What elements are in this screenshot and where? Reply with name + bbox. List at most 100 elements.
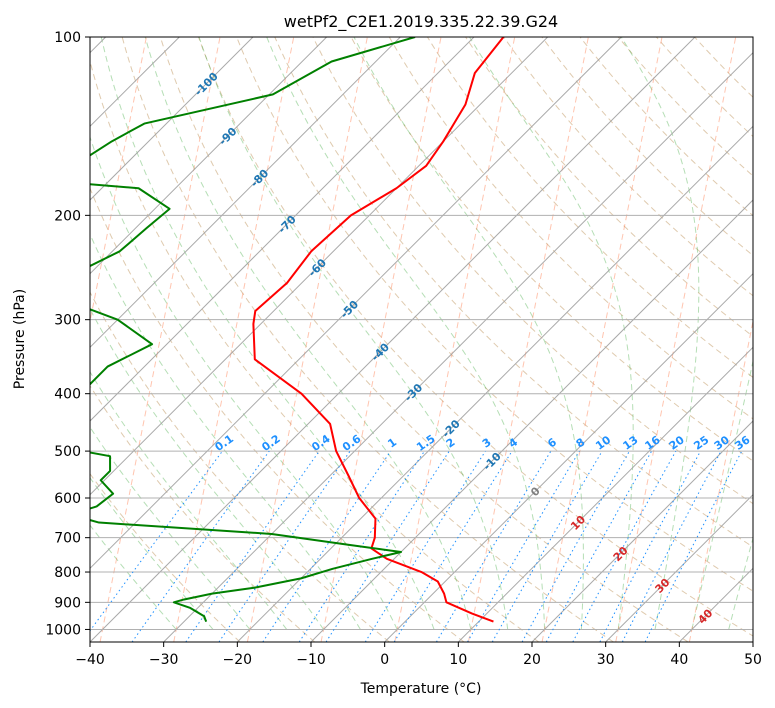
dry-adiabat-line	[159, 37, 689, 642]
y-tick-label: 700	[54, 531, 81, 547]
isotherm-line	[90, 37, 401, 349]
dashed-guide-line	[615, 37, 737, 642]
plot-area: 0.1 0.2 0.4 0.6 1 1.5 2 3 4 6 8 10 13 16 20 25 30 36-100-…	[0, 37, 775, 642]
mixing-ratio-label: 16	[643, 433, 663, 453]
y-tick-label: 300	[54, 313, 81, 329]
plot-frame	[89, 36, 754, 643]
dashed-guide-line	[688, 318, 753, 642]
moist-adiabat-line	[198, 37, 509, 630]
isotherm-line	[678, 567, 753, 642]
x-tick-label: 10	[449, 652, 467, 668]
x-tick-label: 50	[744, 652, 762, 668]
isotherm-line	[90, 37, 254, 201]
temperature-profile-line	[252, 37, 505, 623]
isotherm-line	[90, 37, 622, 570]
y-tick-label: 500	[54, 444, 81, 460]
dashed-guide-line	[0, 37, 73, 642]
isotherm-line	[531, 420, 753, 642]
dry-adiabat-line	[90, 291, 390, 642]
moist-adiabat-line	[691, 358, 753, 630]
axes: −40 −30 −20 −10 0 10 20 30 40 50 100 200 300 400 500 60…	[45, 30, 762, 668]
moist-adiabat-line	[100, 37, 435, 630]
x-tick-label: 0	[380, 652, 389, 668]
isotherm-line	[605, 493, 753, 642]
mixing-ratio-line	[218, 450, 351, 642]
x-tick-label: 30	[597, 652, 615, 668]
isotherm-line	[90, 37, 696, 642]
mixing-ratio-line	[435, 450, 552, 642]
mixing-ratio-line	[364, 450, 486, 642]
mixing-ratio-label: 10	[593, 433, 613, 453]
mixing-ratio-label: 4	[506, 435, 520, 450]
dashed-guide-line	[99, 37, 221, 642]
dry-adiabat-line	[388, 37, 753, 420]
y-axis-label: Pressure (hPa)	[12, 289, 28, 389]
dry-adiabat-line	[121, 37, 614, 642]
dashed-guide-line	[394, 37, 516, 642]
dashed-guide-line	[763, 37, 775, 642]
mixing-ratio-line	[572, 450, 677, 642]
moist-adiabat-line	[90, 370, 288, 630]
y-tick-label: 600	[54, 491, 81, 507]
y-tick-label: 800	[54, 565, 81, 581]
isotherm-label: -90	[216, 125, 239, 148]
mixing-ratio-label: 1	[385, 436, 399, 451]
mixing-ratio-label: 13	[621, 433, 641, 452]
dry-adiabat-line	[426, 37, 753, 378]
dashed-guide-line	[90, 37, 147, 324]
isotherm-line	[457, 346, 753, 642]
x-tick-label: −20	[223, 652, 253, 668]
mixing-ratio-line	[644, 450, 743, 642]
moist-adiabat-line	[90, 308, 324, 630]
moist-adiabat-line	[90, 135, 398, 630]
moist-adiabat-line	[90, 233, 361, 630]
x-axis-label: Temperature (°C)	[360, 681, 482, 697]
y-tick-label: 100	[54, 30, 81, 46]
dry-adiabat-line	[90, 186, 465, 642]
isotherm-line	[236, 125, 753, 642]
dashed-guide-line	[246, 37, 368, 642]
dashed-guide-line	[541, 37, 663, 642]
mixing-ratio-line	[467, 450, 580, 642]
mixing-ratio-label: 6	[545, 435, 559, 450]
mixing-ratio-label: 20	[667, 433, 687, 453]
mixing-ratio-line	[325, 450, 450, 642]
dry-adiabat-line	[541, 37, 753, 257]
moist-adiabat-line	[90, 426, 251, 630]
x-tick-label: −10	[296, 652, 326, 668]
y-tick-label: 200	[54, 208, 81, 224]
dry-adiabat-line	[655, 37, 753, 138]
dry-adiabat-line	[350, 37, 753, 462]
moist-adiabat-line	[144, 37, 472, 630]
isotherm-line	[163, 51, 753, 642]
x-tick-label: −40	[75, 652, 105, 668]
dry-adiabat-line	[312, 37, 753, 505]
x-tick-label: −30	[149, 652, 179, 668]
dry-adiabat-line	[274, 37, 753, 548]
dry-adiabat-line	[90, 59, 540, 642]
moist-adiabat-line	[90, 524, 177, 630]
dashed-guide-line	[320, 37, 442, 642]
moist-adiabat-line	[90, 476, 214, 630]
mixing-ratio-line	[90, 450, 223, 632]
mixing-ratio-line	[185, 450, 320, 642]
mixing-ratio-line	[131, 450, 270, 642]
dashed-guide-line	[467, 37, 589, 642]
x-tick-label: 20	[523, 652, 541, 668]
mixing-ratio-label: 25	[691, 433, 711, 452]
isotherm-line	[310, 199, 753, 642]
dry-adiabat-line	[465, 37, 753, 337]
chart-title: wetPf2_C2E1.2019.335.22.39.G24	[284, 12, 558, 32]
mixing-ratio-line	[599, 450, 701, 642]
isotherm-line	[90, 37, 549, 496]
isotherm-line	[752, 641, 753, 642]
moist-adiabat-line	[266, 37, 546, 630]
isotherm-line	[90, 37, 328, 275]
x-tick-label: 40	[670, 652, 688, 668]
y-tick-label: 400	[54, 387, 81, 403]
mixing-ratio-line	[545, 450, 653, 642]
moist-adiabat-line	[353, 37, 584, 630]
mixing-ratio-label: 36	[733, 433, 753, 453]
